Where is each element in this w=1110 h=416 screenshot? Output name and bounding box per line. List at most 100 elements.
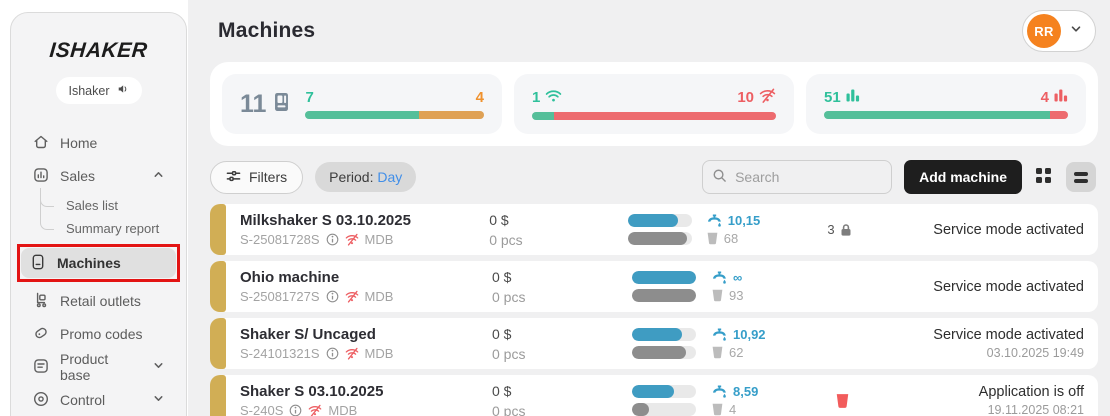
protocol-label: MDB [328,403,358,416]
control-icon [32,390,50,411]
red-annotation-rectangle: Machines [17,244,180,282]
water-value: ∞ [733,270,743,285]
status-text: Application is off [978,384,1084,400]
water-value: 10,92 [733,327,766,342]
network-bar-online [532,112,555,120]
bar-chart-icon [846,89,860,106]
search-input[interactable] [702,160,893,194]
sales-amount: 0 $ [492,325,512,342]
filters-label: Filters [249,169,288,185]
machine-serial: S-24101321S [240,346,320,361]
status-text: Service mode activated [933,278,1084,295]
machines-warning-count: 4 [475,89,484,106]
water-level-gauge [632,328,696,341]
row-status-stripe [210,261,226,312]
organization-switcher[interactable]: Ishaker [55,77,142,104]
sidebar-item-label: Sales list [66,198,119,213]
machine-name: Shaker S/ Uncaged [240,326,376,343]
wifi-icon [545,89,562,107]
water-level-gauge [632,271,696,284]
water-level-gauge [627,214,692,227]
tap-icon [707,214,722,227]
cups-level-fill [632,289,696,302]
sidebar-item-control[interactable]: Control [24,385,173,415]
machine-row[interactable]: Shaker S/ Uncaged S-24101321S MDB 0 $ 0 … [210,318,1098,369]
machine-serial: S-25081728S [240,232,320,247]
period-selector[interactable]: Period: Day [315,162,417,192]
sales-amount: 0 $ [489,211,509,228]
stock-status-bar [824,111,1068,119]
tag-icon [32,324,50,345]
row-status-stripe [210,204,226,255]
chevron-down-icon [1069,22,1083,41]
stock-bar-alert [1050,111,1068,119]
sidebar-item-label: Product base [60,351,109,383]
search-icon [712,168,727,188]
machine-row[interactable]: Milkshaker S 03.10.2025 S-25081728S MDB … [210,204,1098,255]
tap-icon [712,271,727,284]
machine-icon [29,253,47,274]
sales-chart-icon [32,166,50,187]
stats-panel: 11 7 4 [210,62,1098,146]
sidebar-item-summary-report[interactable]: Summary report [24,189,173,240]
sidebar-item-label: Retail outlets [60,293,141,309]
page-header: Machines RR [188,0,1110,58]
network-offline-count: 10 [737,89,754,106]
wifi-off-icon [345,347,359,360]
sidebar-item-promo-codes[interactable]: Promo codes [24,319,173,349]
cups-value: 93 [729,288,744,303]
sidebar-item-machines[interactable]: Machines [21,248,176,278]
machine-row[interactable]: Ohio machine S-25081727S MDB 0 $ 0 pcs ∞ [210,261,1098,312]
sidebar: ISHAKER Ishaker Home Sales Sales list Su… [10,12,187,416]
add-machine-button[interactable]: Add machine [904,160,1022,194]
cups-level-gauge [632,289,696,302]
sidebar-item-label: Machines [57,255,121,271]
machines-bar-warning [419,111,484,119]
water-level-fill [632,385,675,398]
lock-count: 3 [827,222,835,237]
cup-icon [707,232,718,245]
stock-bar-ok [824,111,1051,119]
machine-name: Ohio machine [240,269,340,286]
protocol-label: MDB [364,346,394,361]
stat-card-network: 1 10 [514,74,794,134]
stock-ok-count: 51 [824,89,841,106]
main-content: Machines RR 11 7 4 [188,0,1110,416]
cups-level-fill [632,346,686,359]
sales-amount: 0 $ [492,382,512,399]
info-icon[interactable] [326,290,339,303]
status-text: Service mode activated [933,327,1084,343]
water-level-fill [632,271,696,284]
list-view-toggle[interactable] [1066,162,1096,192]
machine-name: Shaker S 03.10.2025 [240,383,384,400]
wifi-off-icon [759,88,776,107]
machine-row[interactable]: Shaker S 03.10.2025 S-240S MDB 0 $ 0 pcs… [210,375,1098,416]
filters-button[interactable]: Filters [210,160,304,194]
brand-logo: ISHAKER [48,39,149,62]
machine-serial: S-240S [240,403,284,416]
sidebar-item-product-base[interactable]: Product base [24,351,173,383]
info-icon[interactable] [326,347,339,360]
bar-chart-alert-icon [1054,89,1068,106]
machine-serial: S-25081727S [240,289,320,304]
row-status-stripe [210,318,226,369]
protocol-label: MDB [364,232,394,247]
search-box [702,160,893,194]
sidebar-item-retail-outlets[interactable]: Retail outlets [24,286,173,316]
info-icon[interactable] [289,404,302,416]
chevron-down-icon [152,392,165,408]
user-menu[interactable]: RR [1022,10,1096,52]
machine-name: Milkshaker S 03.10.2025 [240,212,411,229]
chevron-down-icon [152,359,165,375]
cups-value: 4 [729,402,737,416]
grid-view-toggle[interactable] [1036,168,1054,186]
info-icon[interactable] [326,233,339,246]
water-value: 10,15 [727,213,761,228]
sidebar-item-sales[interactable]: Sales [24,161,173,191]
sales-quantity: 0 pcs [492,402,526,416]
machines-online-count: 7 [305,89,314,106]
sidebar-item-home[interactable]: Home [24,128,173,158]
toolbar: Filters Period: Day Add machine [188,146,1110,204]
period-value: Day [377,169,403,185]
